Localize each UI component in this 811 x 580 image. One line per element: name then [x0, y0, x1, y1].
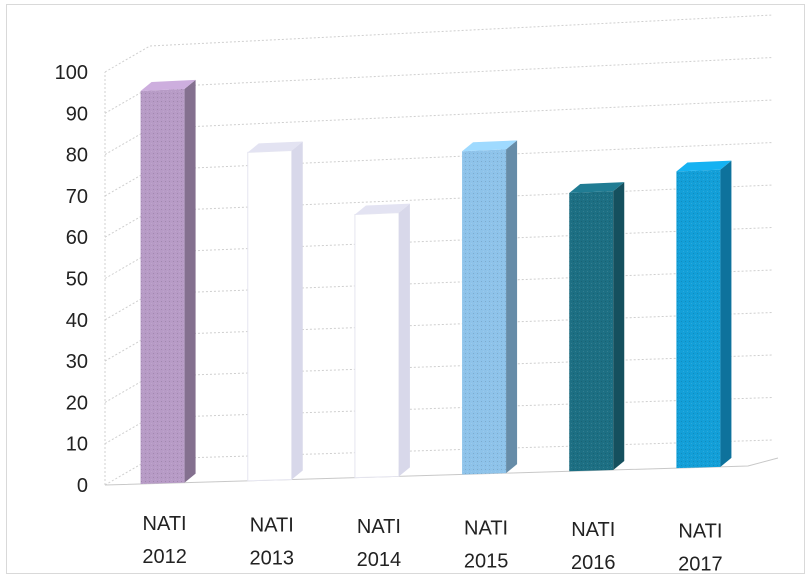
side-wall-line [104, 375, 151, 403]
side-wall-line [104, 417, 151, 445]
bar-4 [569, 182, 625, 472]
x-tick-label: 2013 [250, 548, 295, 570]
x-tick-label: NATI [571, 519, 615, 541]
grid-layer [104, 14, 779, 486]
y-tick-label: 70 [66, 186, 88, 208]
gridline [149, 142, 774, 171]
bar-side-face [613, 182, 625, 470]
bar-side-face [506, 140, 518, 474]
x-tick-label: NATI [464, 518, 508, 540]
gridline [149, 57, 774, 88]
side-wall-line [104, 458, 151, 486]
x-tick-label: NATI [250, 515, 294, 537]
bar-texture [462, 149, 507, 475]
side-wall-line [104, 45, 151, 73]
bar-side-face [184, 79, 196, 483]
bar-side-face [398, 203, 410, 477]
bar-texture [676, 169, 721, 469]
x-tick-label: 2017 [678, 554, 723, 576]
side-wall-line [104, 293, 151, 321]
bar-top-face [569, 182, 625, 193]
bars [140, 79, 732, 484]
side-wall-line [104, 128, 151, 156]
y-tick-label: 100 [55, 62, 88, 84]
x-tick-label: NATI [678, 521, 722, 543]
bar-top-face [140, 79, 196, 91]
x-tick-label: 2015 [464, 551, 509, 573]
bar-top-face [462, 140, 518, 152]
bar-2 [354, 203, 410, 479]
y-axis: 0 10 20 30 40 50 60 70 80 90 100 [55, 62, 88, 497]
x-axis: NATI 2012 NATI 2013 NATI 2014 NATI 2015 NATI 2016… [142, 513, 722, 576]
side-wall-line [104, 210, 151, 238]
y-tick-label: 40 [66, 310, 88, 332]
floor-edge [104, 457, 779, 486]
bar-front-face [354, 212, 400, 479]
side-wall-line [104, 86, 151, 114]
bar-top-face [676, 160, 732, 172]
x-tick-label: NATI [357, 516, 401, 538]
y-tick-label: 20 [66, 392, 88, 414]
side-wall-line [104, 169, 151, 197]
bar-top-face [354, 203, 410, 215]
bar-texture [569, 191, 614, 472]
gridline [149, 14, 774, 47]
x-tick-label: NATI [143, 513, 187, 535]
y-tick-label: 0 [77, 475, 88, 497]
bar-texture [140, 88, 185, 484]
bar-front-face [247, 149, 293, 482]
y-tick-label: 80 [66, 145, 88, 167]
bar-3 [462, 140, 518, 475]
y-tick-label: 50 [66, 269, 88, 291]
bar-top-face [247, 141, 303, 153]
bar-0 [140, 79, 196, 484]
x-tick-label: 2014 [357, 549, 402, 571]
y-tick-label: 30 [66, 351, 88, 373]
x-tick-label: 2016 [571, 552, 616, 574]
side-wall-line [104, 252, 151, 279]
x-tick-label: 2012 [142, 546, 187, 568]
bar-1 [247, 141, 303, 482]
gridline [149, 99, 774, 130]
bar-5 [676, 160, 732, 469]
y-tick-label: 10 [66, 434, 88, 456]
side-wall-line [104, 334, 151, 362]
bar-side-face [720, 160, 732, 467]
bar-side-face [291, 141, 303, 480]
y-tick-label: 60 [66, 227, 88, 249]
y-tick-label: 90 [66, 103, 88, 125]
